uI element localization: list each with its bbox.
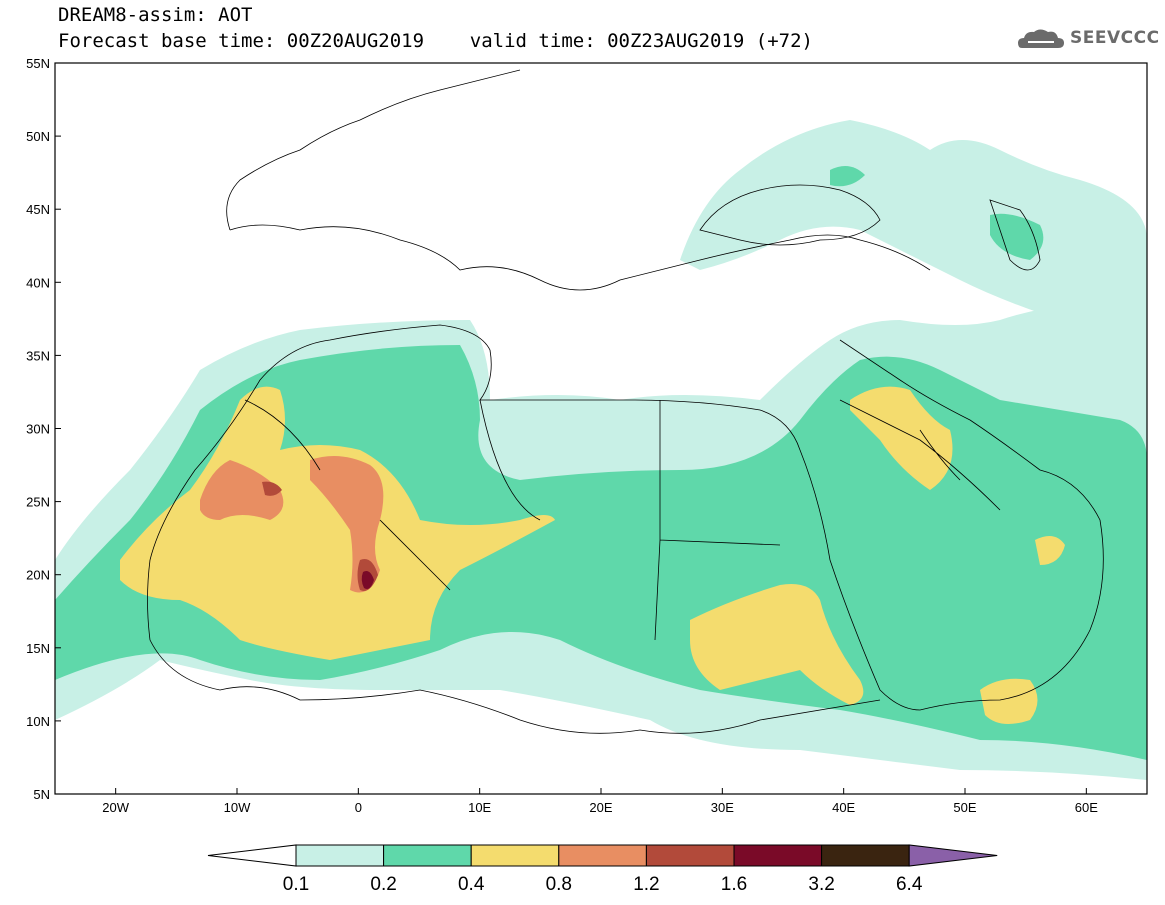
- y-tick-label: 10N: [26, 714, 50, 729]
- x-tick-label: 40E: [832, 800, 855, 815]
- y-tick-label: 40N: [26, 275, 50, 290]
- x-tick-label: 10W: [224, 800, 251, 815]
- y-tick-label: 25N: [26, 495, 50, 510]
- colorbar-label: 3.2: [808, 874, 834, 895]
- map-title: DREAM8-assim: AOT: [58, 4, 253, 26]
- aot-contours: [55, 120, 1147, 780]
- y-axis: 5N 10N 15N 20N 25N 30N 35N 40N 45N 50N 55N: [26, 56, 61, 802]
- aot-band-0.8: [200, 456, 384, 593]
- x-tick-label: 20E: [589, 800, 612, 815]
- aot-band-0.4-east: [690, 584, 864, 705]
- aot-band-0.2-caspian: [990, 213, 1044, 260]
- x-tick-label: 10E: [468, 800, 491, 815]
- colorbar-swatch: [295, 844, 385, 867]
- coastlines: [147, 69, 1104, 734]
- logo-text: SEEVCCC: [1070, 28, 1160, 48]
- colorbar-label: 0.8: [546, 874, 572, 895]
- y-tick-label: 45N: [26, 202, 50, 217]
- aot-band-0.4: [120, 386, 555, 660]
- y-tick-label: 35N: [26, 348, 50, 363]
- colorbar-label: 1.6: [721, 874, 747, 895]
- colorbar-swatch: [470, 844, 560, 867]
- cloud-icon: [1018, 29, 1064, 48]
- colorbar-label: 0.1: [283, 874, 309, 895]
- colorbar-label: 1.2: [633, 874, 659, 895]
- colorbar-swatch: [821, 844, 910, 867]
- y-tick-label: 50N: [26, 129, 50, 144]
- y-tick-label: 15N: [26, 641, 50, 656]
- x-tick-label: 0: [355, 800, 362, 815]
- x-tick-label: 30E: [711, 800, 734, 815]
- aot-band-0.4-arabia: [850, 386, 953, 490]
- colorbar-min-arrow: [207, 844, 297, 867]
- aot-band-1.6: [361, 571, 374, 589]
- colorbar-swatch: [645, 844, 735, 867]
- aot-band-0.4-oman: [1035, 536, 1065, 565]
- x-axis: 20W 10W 0 10E 20E 30E 40E 50E 60E: [102, 788, 1098, 815]
- aot-band-0.2-blacksea: [830, 166, 865, 187]
- colorbar: 0.1 0.2 0.4 0.8 1.2 1.6 3.2 6.4: [207, 844, 998, 895]
- colorbar-swatch: [558, 844, 647, 867]
- colorbar-label: 0.4: [458, 874, 485, 895]
- colorbar-label: 0.2: [370, 874, 396, 895]
- map-subtitle: Forecast base time: 00Z20AUG2019 valid t…: [58, 30, 813, 52]
- x-tick-label: 60E: [1075, 800, 1098, 815]
- y-tick-label: 55N: [26, 56, 50, 71]
- x-tick-label: 50E: [953, 800, 976, 815]
- aot-band-0.4-somalia: [980, 678, 1038, 724]
- y-tick-label: 5N: [33, 787, 50, 802]
- aot-band-0.1-north: [680, 120, 1147, 330]
- colorbar-max-arrow: [908, 844, 998, 867]
- colorbar-swatch: [383, 844, 472, 867]
- colorbar-swatch: [733, 844, 823, 867]
- x-tick-label: 20W: [102, 800, 129, 815]
- y-tick-label: 30N: [26, 422, 50, 437]
- colorbar-label: 6.4: [896, 874, 923, 895]
- y-tick-label: 20N: [26, 568, 50, 583]
